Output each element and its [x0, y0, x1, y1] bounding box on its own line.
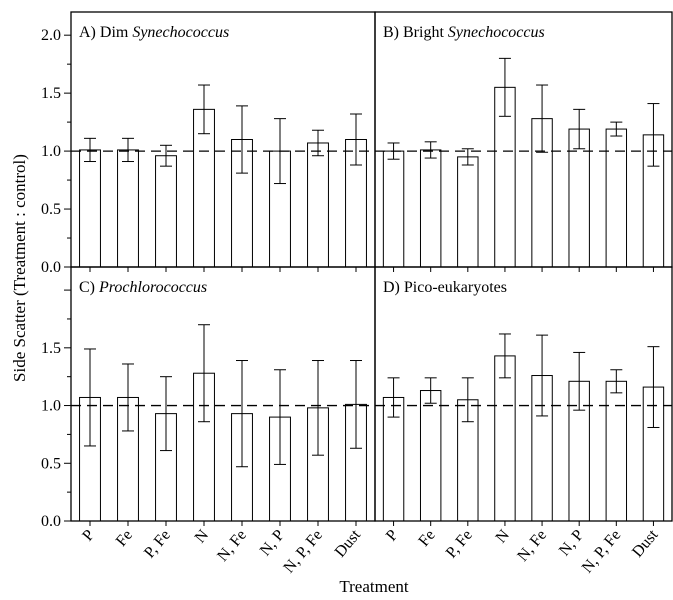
x-tick-label: N, P, Fe	[579, 527, 625, 577]
x-tick-label: N	[493, 526, 514, 546]
panel-title: D) Pico-eukaryotes	[383, 279, 507, 296]
x-tick-label: Dust	[629, 526, 662, 561]
x-tick-label: P, Fe	[141, 527, 174, 562]
y-tick-label: 0.0	[41, 513, 61, 530]
bar-3	[155, 155, 177, 268]
x-tick-label: Dust	[332, 526, 365, 561]
bar-2	[419, 390, 442, 522]
x-tick-label: N	[192, 526, 213, 546]
y-tick-label: 0.5	[41, 201, 61, 218]
y-tick-label: 1.0	[41, 143, 61, 160]
x-tick-label: N, P, Fe	[280, 527, 326, 577]
x-tick-label: N, P	[257, 527, 288, 560]
panel-3: 0.0 0.5 1.0 1.5 P Fe P, Fe N N, Fe N, PN, P, Fe Du…	[41, 266, 376, 577]
panel-frame	[374, 11, 673, 268]
panel-2: B) Bright Synechococcus	[374, 11, 673, 272]
panel-4: P Fe P, Fe N N, Fe N, PN, P, Fe Dust D) Pico-eu…	[374, 266, 673, 577]
x-axis-title: Treatment	[339, 577, 409, 596]
bar-7	[605, 128, 628, 268]
x-tick-label: N, Fe	[514, 527, 550, 565]
x-tick-label: Fe	[415, 527, 438, 550]
panel-title: A) Dim Synechococcus	[79, 24, 229, 41]
x-tick-label: N, P	[556, 527, 587, 560]
panel-frame	[70, 11, 376, 268]
x-tick-label: P, Fe	[443, 527, 476, 562]
x-tick-label: P	[79, 527, 98, 545]
bar-6	[568, 128, 590, 268]
y-axis-title: Side Scatter (Treatment : control)	[10, 154, 29, 382]
panel-frame	[374, 266, 673, 522]
panel-title: C) Prochlorococcus	[79, 279, 207, 296]
y-tick-label: 1.5	[41, 340, 61, 357]
y-tick-label: 1.5	[41, 85, 61, 102]
panel-frame	[70, 266, 376, 522]
panel-1: 0.0 0.5 1.0 1.5 2.0 A) Dim Synechococcus	[41, 11, 376, 276]
x-tick-label: P	[383, 527, 402, 545]
x-tick-label: N, Fe	[214, 527, 250, 565]
bar-1	[382, 150, 405, 268]
bar-4	[494, 355, 516, 522]
bar-2	[419, 149, 442, 268]
y-tick-label: 2.0	[41, 27, 61, 44]
bar-2	[117, 149, 139, 268]
y-tick-label: 1.0	[41, 398, 61, 415]
bar-3	[457, 156, 479, 268]
panel-title: B) Bright Synechococcus	[383, 24, 545, 41]
y-tick-label: 0.0	[41, 259, 61, 276]
y-tick-label: 0.5	[41, 455, 61, 472]
bar-7	[605, 380, 628, 522]
bar-7	[307, 142, 329, 268]
x-tick-label: Fe	[113, 527, 136, 550]
bar-1	[79, 149, 101, 268]
